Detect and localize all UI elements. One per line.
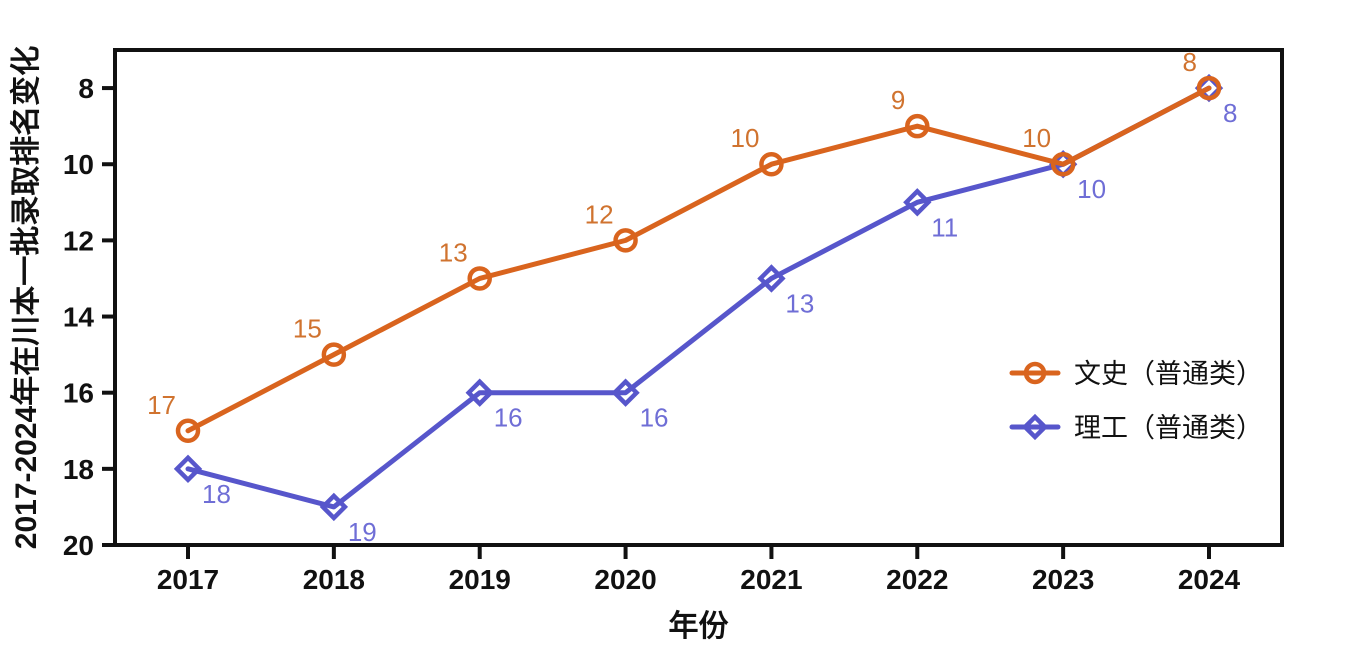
data-point-label: 13 <box>785 288 814 318</box>
legend-item-wenshi: 文史（普通类） <box>1009 359 1263 389</box>
marker-ligong <box>173 454 203 484</box>
legend-label: 文史（普通类） <box>1074 359 1263 389</box>
marker-ligong <box>903 188 932 217</box>
marker-wenshi <box>1196 75 1222 101</box>
data-point-label: 13 <box>439 237 468 267</box>
x-tick-label: 2017 <box>157 564 219 595</box>
data-point-label: 11 <box>931 212 958 242</box>
series-line-wenshi <box>185 85 1212 434</box>
y-axis-title: 2017-2024年在川本一批录取排名变化 <box>9 46 43 549</box>
marker-wenshi <box>1050 151 1076 177</box>
data-point-label: 16 <box>640 403 669 433</box>
data-point-label: 17 <box>147 390 176 420</box>
x-tick-label: 2023 <box>1032 564 1094 595</box>
legend-marker-ligong <box>1021 413 1049 441</box>
marker-ligong <box>465 378 494 407</box>
data-point-label: 12 <box>585 199 614 229</box>
x-axis-title: 年份 <box>669 610 729 643</box>
legend-item-ligong: 理工（普通类） <box>1009 413 1263 443</box>
legend-label: 理工（普通类） <box>1074 413 1263 443</box>
data-point-label: 15 <box>293 314 322 344</box>
x-tick-label: 2020 <box>594 564 656 595</box>
x-tick-label: 2021 <box>740 564 802 595</box>
y-tick-label: 8 <box>78 73 94 104</box>
plot-border <box>113 48 1284 547</box>
marker-ligong <box>757 264 786 293</box>
x-tick-label: 2024 <box>1178 564 1241 595</box>
x-tick-label: 2022 <box>886 564 948 595</box>
series-wenshi: 17 15 13 12 10 9 10 8 <box>147 47 1222 444</box>
marker-wenshi <box>613 228 638 253</box>
data-point-label: 8 <box>1223 98 1237 128</box>
series-ligong: 18 19 16 16 13 11 10 8 <box>173 73 1237 547</box>
marker-ligong <box>611 378 640 407</box>
y-tick-label: 14 <box>63 302 95 333</box>
data-point-label: 19 <box>348 517 377 547</box>
data-point-label: 10 <box>1022 123 1051 153</box>
legend: 文史（普通类） 理工（普通类） <box>1009 359 1263 443</box>
y-tick-label: 12 <box>63 225 94 256</box>
series-line-ligong <box>185 85 1212 510</box>
marker-wenshi <box>175 418 201 444</box>
data-point-label: 10 <box>731 123 760 153</box>
marker-wenshi <box>321 342 347 367</box>
data-point-label: 18 <box>202 479 231 509</box>
marker-wenshi <box>759 151 784 177</box>
data-point-label: 9 <box>891 85 905 115</box>
y-tick-label: 20 <box>63 530 94 561</box>
data-point-label: 16 <box>494 403 523 433</box>
legend-marker-wenshi <box>1023 361 1047 385</box>
y-tick-label: 16 <box>63 378 94 409</box>
marker-ligong <box>319 492 349 522</box>
y-tick-label: 18 <box>63 454 94 485</box>
y-tick-label: 10 <box>63 149 94 180</box>
data-point-label: 8 <box>1183 47 1197 77</box>
x-tick-label: 2018 <box>303 564 365 595</box>
x-tick-label: 2019 <box>449 564 511 595</box>
marker-wenshi <box>467 266 492 291</box>
marker-wenshi <box>905 113 930 139</box>
data-point-label: 10 <box>1077 174 1106 204</box>
